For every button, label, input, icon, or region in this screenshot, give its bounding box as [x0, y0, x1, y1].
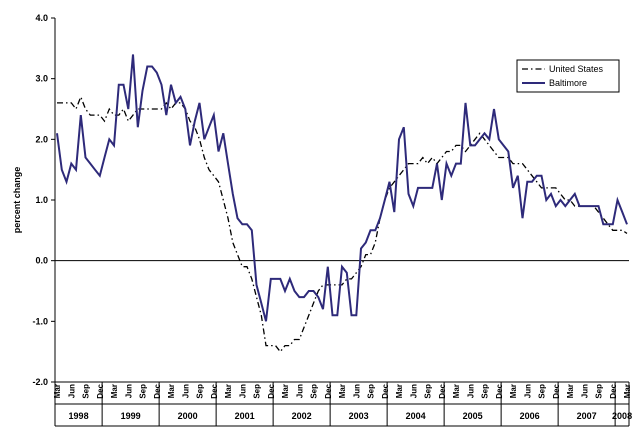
x-tick-label: Dec: [324, 383, 333, 398]
x-tick-label: Sep: [538, 384, 547, 399]
x-tick-label: Dec: [267, 383, 276, 398]
x-tick-label: Mar: [452, 384, 461, 398]
x-tick-label: Mar: [566, 384, 575, 398]
year-label: 1999: [121, 411, 141, 421]
year-label: 2004: [406, 411, 426, 421]
series-line: [57, 95, 628, 353]
x-tick-label: Mar: [395, 384, 404, 398]
x-tick-label: Mar: [110, 384, 119, 398]
x-tick-label: Dec: [609, 383, 618, 398]
y-axis-label: percent change: [12, 167, 22, 234]
x-tick-label: Jun: [580, 384, 589, 398]
x-tick-label: Sep: [139, 384, 148, 399]
x-tick-label: Dec: [552, 383, 561, 398]
x-tick-label: Dec: [381, 383, 390, 398]
year-label: 2003: [349, 411, 369, 421]
x-tick-label: Sep: [253, 384, 262, 399]
x-tick-label: Mar: [167, 384, 176, 398]
x-tick-label: Jun: [409, 384, 418, 398]
x-tick-label: Sep: [367, 384, 376, 399]
x-tick-label: Mar: [281, 384, 290, 398]
x-tick-label: Jun: [295, 384, 304, 398]
x-tick-label: Jun: [238, 384, 247, 398]
y-tick-label: -2.0: [32, 377, 48, 387]
year-label: 2000: [178, 411, 198, 421]
x-tick-label: Sep: [424, 384, 433, 399]
x-tick-label: Dec: [96, 383, 105, 398]
y-tick-label: -1.0: [32, 316, 48, 326]
y-tick-label: 1.0: [35, 195, 48, 205]
x-tick-label: Jun: [181, 384, 190, 398]
year-label: 2006: [520, 411, 540, 421]
x-tick-label: Sep: [82, 384, 91, 399]
x-tick-label: Sep: [196, 384, 205, 399]
x-tick-label: Jun: [67, 384, 76, 398]
x-tick-label: Mar: [338, 384, 347, 398]
x-tick-label: Dec: [438, 383, 447, 398]
x-tick-label: Dec: [210, 383, 219, 398]
x-tick-label: Jun: [124, 384, 133, 398]
year-label: 2005: [463, 411, 483, 421]
legend-label: Baltimore: [549, 78, 587, 88]
x-tick-label: Jun: [523, 384, 532, 398]
year-label: 2008: [612, 411, 632, 421]
x-tick-label: Mar: [53, 384, 62, 398]
year-label: 1998: [69, 411, 89, 421]
x-tick-label: Sep: [481, 384, 490, 399]
x-tick-label: Jun: [352, 384, 361, 398]
x-tick-label: Sep: [310, 384, 319, 399]
year-label: 2002: [292, 411, 312, 421]
x-tick-label: Dec: [495, 383, 504, 398]
y-tick-label: 4.0: [35, 13, 48, 23]
x-tick-label: Mar: [623, 384, 632, 398]
y-tick-label: 2.0: [35, 134, 48, 144]
series-line: [56, 54, 628, 322]
legend-box: [516, 59, 620, 93]
x-tick-label: Mar: [224, 384, 233, 398]
year-label: 2007: [577, 411, 597, 421]
y-tick-label: 0.0: [35, 256, 48, 266]
x-tick-label: Jun: [466, 384, 475, 398]
legend-label: United States: [549, 64, 604, 74]
x-tick-label: Sep: [595, 384, 604, 399]
x-tick-label: Mar: [509, 384, 518, 398]
y-tick-label: 3.0: [35, 74, 48, 84]
year-label: 2001: [235, 411, 255, 421]
x-tick-label: Dec: [153, 383, 162, 398]
